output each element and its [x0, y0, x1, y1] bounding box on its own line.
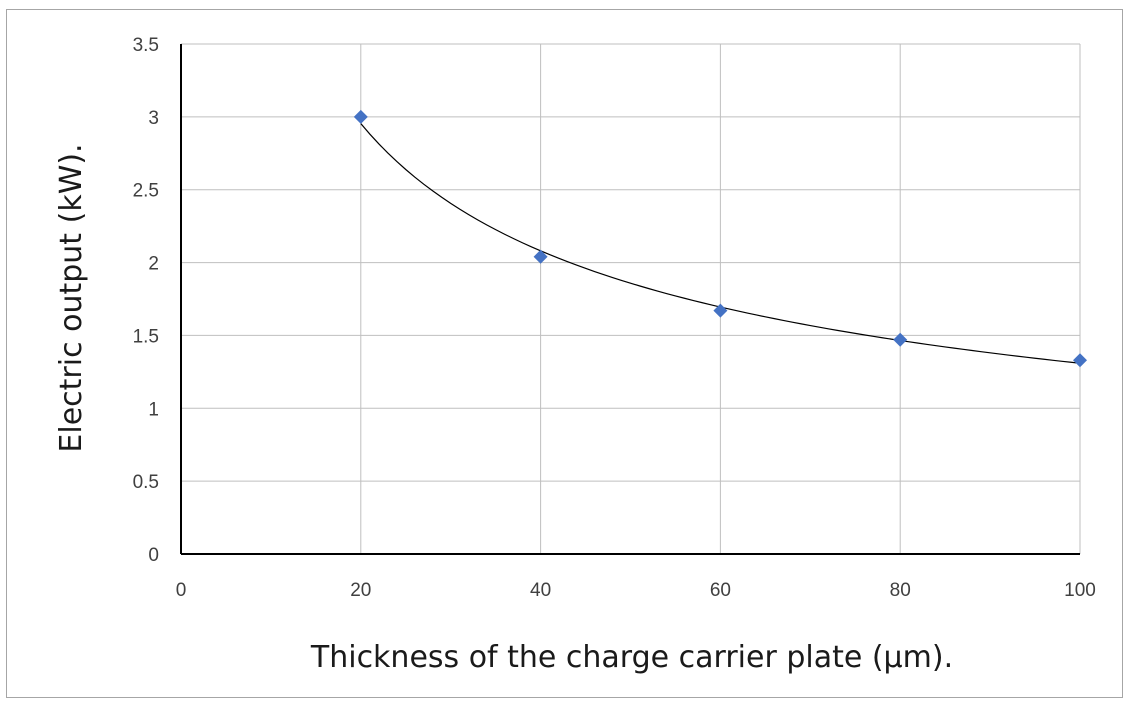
data-point	[893, 332, 908, 347]
x-tick-labels: 0 20 40 60 80 100	[176, 580, 1096, 601]
data-point	[1073, 353, 1087, 368]
y-tick-label: 1.5	[133, 326, 159, 347]
data-point	[533, 249, 548, 264]
x-tick-label: 80	[890, 580, 911, 601]
axes-layer	[180, 44, 1080, 555]
x-tick-label: 0	[176, 580, 187, 601]
data-point	[353, 109, 368, 124]
data-points-layer	[353, 109, 1087, 368]
y-tick-labels: 0 0.5 1 1.5 2 2.5 3 3.5	[133, 35, 159, 566]
grid-layer	[181, 43, 1081, 554]
x-tick-label: 60	[710, 580, 731, 601]
x-axis-title: Thickness of the charge carrier plate (µ…	[310, 640, 953, 675]
y-tick-label: 1	[148, 399, 159, 420]
chart-frame	[6, 9, 1123, 698]
y-tick-label: 3	[148, 108, 159, 129]
y-tick-label: 2	[148, 254, 159, 275]
y-tick-label: 2.5	[133, 181, 159, 202]
x-tick-label: 40	[530, 580, 551, 601]
y-tick-label: 0	[148, 545, 159, 566]
data-point	[713, 303, 728, 318]
y-tick-label: 0.5	[133, 472, 159, 493]
y-axis-title: Electric output (kW).	[54, 143, 89, 452]
y-tick-label: 3.5	[133, 35, 159, 56]
x-tick-label: 20	[350, 580, 371, 601]
x-tick-label: 100	[1064, 580, 1096, 601]
